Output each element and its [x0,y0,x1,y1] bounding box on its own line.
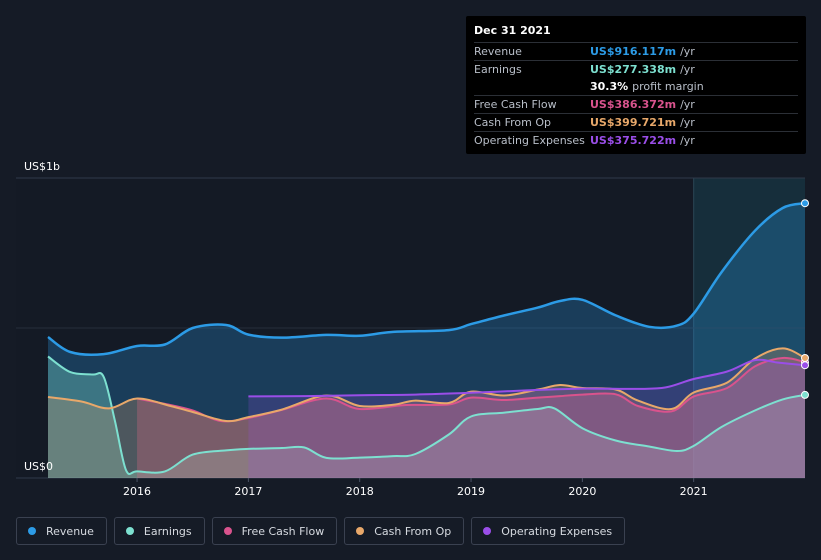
tooltip-row-value: US$916.117m [590,45,677,58]
tooltip-row-unit: /yr [680,45,695,58]
legend-dot-icon [356,527,365,535]
tooltip-row-label: Free Cash Flow [474,98,557,111]
legend-label: Operating Expenses [501,524,613,538]
area-cash-from-op [48,348,805,478]
tooltip-row-value: US$399.721m [590,116,677,129]
tooltip-row-value: US$386.372m [590,98,677,111]
legend-dot-icon [28,527,36,535]
tooltip-row-unit: /yr [680,98,695,111]
area-revenue [48,203,805,478]
tooltip-row: Operating Expenses US$375.722m/yr [474,131,798,149]
tooltip-row-value: US$277.338m [590,63,677,76]
endpoint-cash-from-op [801,354,809,362]
tooltip-row-label: Operating Expenses [474,134,585,147]
area-operating-expenses [248,359,806,478]
legend-item-cash-from-op[interactable]: Cash From Op [344,517,465,545]
tooltip-row-label: Earnings [474,63,522,76]
endpoint-revenue [801,199,809,208]
y-axis-top-label: US$1b [24,160,61,173]
area-earnings [48,356,805,478]
x-tick-label: 2018 [346,485,374,498]
legend-item-earnings[interactable]: Earnings [113,517,205,545]
line-cash-from-op [47,347,806,423]
legend-label: Cash From Op [374,524,452,538]
legend-item-free-cash-flow[interactable]: Free Cash Flow [211,517,338,545]
tooltip-row: Earnings US$277.338m/yr [474,60,798,78]
x-tick-label: 2017 [234,485,262,498]
legend-label: Free Cash Flow [241,524,325,538]
tooltip-date: Dec 31 2021 [474,24,551,37]
endpoint-earnings [801,390,809,399]
tooltip-row: Revenue US$916.117m/yr [474,42,798,60]
tooltip-row-unit: /yr [680,63,695,76]
line-revenue [47,201,806,356]
tooltip-row-label: Cash From Op [474,116,552,129]
legend-dot-icon [125,527,134,535]
legend-item-revenue[interactable]: Revenue [16,517,107,545]
line-earnings [47,355,806,475]
x-tick-label: 2020 [568,485,596,498]
endpoint-operating-expenses [801,361,809,370]
tooltip-row: Free Cash Flow US$386.372m/yr [474,95,798,113]
y-axis-bottom-label: US$0 [24,460,54,473]
tooltip-row-value: US$375.722m [590,134,677,147]
legend: Revenue Earnings Free Cash Flow Cash From O… [16,517,626,545]
x-tick-label: 2019 [457,485,485,498]
legend-dot-icon [483,527,492,535]
legend-dot-icon [223,527,232,535]
legend-item-operating-expenses[interactable]: Operating Expenses [471,517,626,545]
tooltip-row-value: 30.3% [590,80,629,93]
legend-label: Earnings [143,524,192,538]
tooltip-row: Cash From Op US$399.721m/yr [474,113,798,131]
tooltip-panel: Dec 31 2021 Revenue US$916.117m/yr Earning… [466,16,806,154]
line-operating-expenses [248,358,806,398]
tooltip-row-unit: /yr [680,116,695,129]
tooltip-row: 30.3% profit margin [474,78,798,95]
legend-label: Revenue [46,524,94,538]
tooltip-row-label: Revenue [474,45,522,58]
tooltip-row-unit: profit margin [632,80,704,93]
tooltip-row-unit: /yr [680,134,695,147]
x-tick-label: 2021 [680,485,708,498]
x-tick-label: 2016 [123,485,151,498]
